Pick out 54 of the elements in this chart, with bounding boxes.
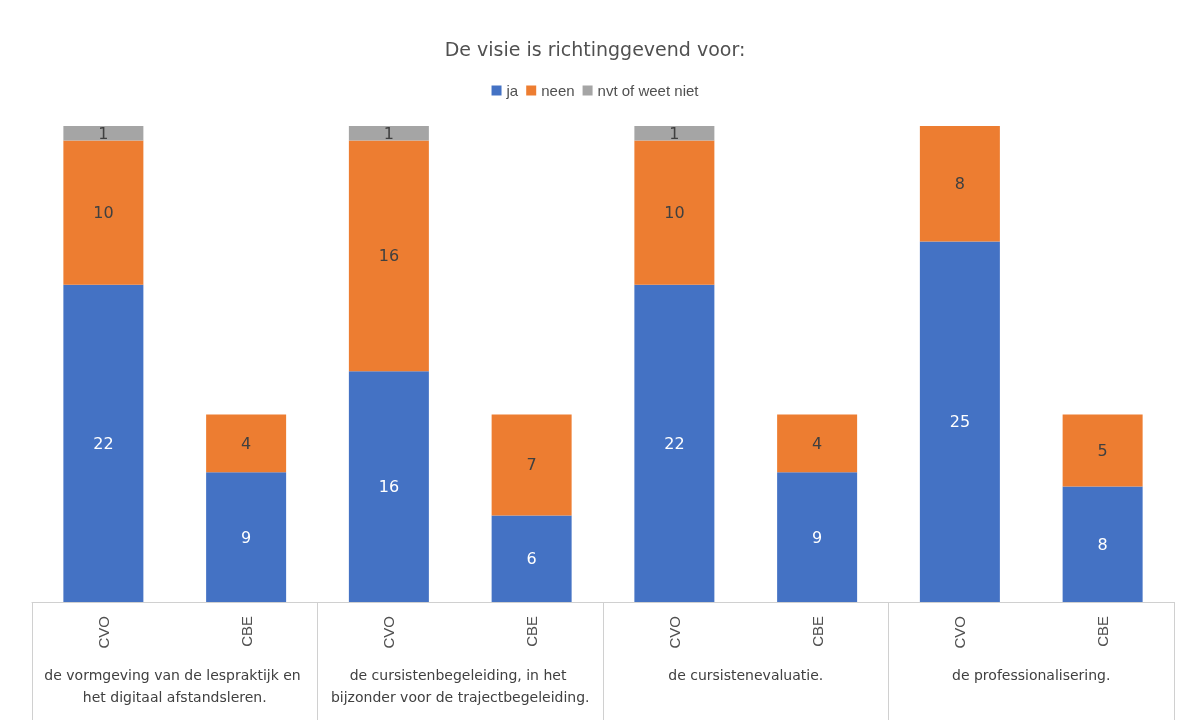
bar <box>634 126 715 141</box>
bar <box>634 140 715 285</box>
legend-label: nvt of weet niet <box>597 82 700 99</box>
bar <box>777 472 858 602</box>
data-label: 7 <box>526 455 537 475</box>
data-label: 16 <box>378 246 400 266</box>
text: de cursistenevaluatie. <box>668 667 824 683</box>
data-label: 1 <box>98 123 109 143</box>
data-label: 22 <box>664 433 685 453</box>
bar <box>777 414 858 473</box>
bar <box>1062 486 1143 602</box>
data-label: 25 <box>949 412 971 432</box>
x-tick-label: CVO <box>380 616 398 649</box>
legend-label: ja <box>505 82 519 99</box>
bar <box>348 126 429 141</box>
x-tick-label: CBE <box>237 616 255 647</box>
x-tick-label: CVO <box>94 616 112 649</box>
x-tick-label: CVO <box>665 616 683 649</box>
data-label: 10 <box>93 203 114 223</box>
bar <box>63 126 144 141</box>
data-label: 8 <box>954 174 965 194</box>
bar <box>919 241 1000 602</box>
data-label: 5 <box>1097 441 1108 461</box>
bar <box>63 140 144 285</box>
data-label: 6 <box>526 549 537 569</box>
x-tick-label: CBE <box>1094 616 1112 647</box>
text: de professionalisering. <box>952 667 1111 683</box>
x-tick-label: CBE <box>523 616 541 647</box>
bar <box>634 284 715 602</box>
data-label: 10 <box>664 203 685 223</box>
data-label: 16 <box>378 477 400 497</box>
data-label: 4 <box>241 433 252 453</box>
data-label: 9 <box>241 527 252 547</box>
bar <box>1062 414 1143 487</box>
text: de cursistenbegeleiding, in het bijzonder voor de trajectbegeleiding. <box>330 667 590 705</box>
bar <box>348 371 429 602</box>
data-label: 22 <box>93 433 114 453</box>
bar <box>491 414 572 516</box>
bar <box>206 414 287 473</box>
legend-label: neen <box>541 82 575 99</box>
x-tick-label: CVO <box>951 616 969 649</box>
bar <box>348 140 429 372</box>
bar <box>919 126 1000 242</box>
data-label: 8 <box>1097 534 1108 554</box>
bar <box>206 472 287 602</box>
text: de vormgeving van de lespraktijk en het digitaal afstandsleren. <box>44 667 306 705</box>
bar <box>491 515 572 602</box>
data-label: 1 <box>669 123 680 143</box>
data-label: 4 <box>812 433 823 453</box>
chart-title: De visie is richtinggevend voor: <box>444 37 746 60</box>
data-label: 1 <box>383 123 394 143</box>
bar <box>63 284 144 602</box>
data-label: 9 <box>812 527 823 547</box>
x-tick-label: CBE <box>808 616 826 647</box>
